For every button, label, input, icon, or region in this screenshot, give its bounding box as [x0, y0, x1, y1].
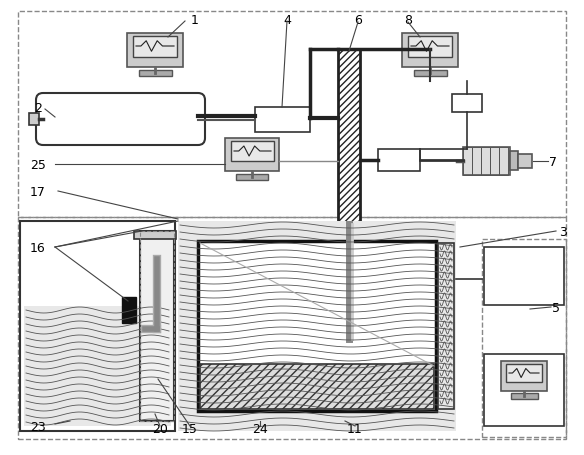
Bar	[24, 306, 171, 426]
Text: 16: 16	[30, 241, 46, 254]
Bar	[20, 222, 175, 431]
Bar	[18, 12, 566, 217]
Bar	[463, 148, 472, 176]
Bar	[338, 50, 360, 224]
Bar	[198, 242, 436, 411]
Bar	[255, 108, 310, 133]
Bar	[18, 217, 566, 439]
Text: 8: 8	[404, 14, 412, 26]
Bar	[29, 114, 39, 126]
Bar	[200, 364, 434, 409]
Bar	[134, 232, 176, 239]
Bar	[402, 34, 458, 68]
Bar	[133, 37, 177, 58]
Bar	[511, 393, 538, 399]
Bar	[490, 148, 499, 176]
Bar	[463, 148, 510, 176]
Text: 24: 24	[252, 423, 268, 435]
Text: 1: 1	[191, 14, 199, 26]
Text: 15: 15	[182, 423, 198, 435]
Bar	[139, 71, 172, 77]
Bar	[481, 148, 490, 176]
Bar	[236, 175, 268, 181]
Bar	[510, 152, 518, 171]
Bar	[438, 243, 454, 409]
Text: 25: 25	[30, 158, 46, 171]
Bar	[452, 95, 482, 113]
Text: 4: 4	[283, 14, 291, 26]
Text: 11: 11	[347, 423, 363, 435]
Bar	[140, 232, 174, 421]
Bar	[472, 148, 481, 176]
Bar	[506, 364, 542, 382]
Text: 23: 23	[30, 420, 46, 434]
Text: 2: 2	[34, 101, 42, 114]
Bar	[178, 222, 456, 431]
Bar	[140, 232, 174, 421]
FancyBboxPatch shape	[36, 94, 205, 146]
Text: 6: 6	[354, 14, 362, 26]
Text: 17: 17	[30, 185, 46, 198]
Bar	[127, 34, 183, 68]
Bar	[518, 155, 532, 169]
Text: 20: 20	[152, 423, 168, 435]
Bar	[231, 142, 274, 162]
Bar	[225, 139, 279, 172]
Text: 7: 7	[549, 155, 557, 168]
Text: 5: 5	[552, 301, 560, 314]
Bar	[484, 354, 564, 426]
Text: 3: 3	[559, 225, 567, 238]
Bar	[438, 243, 454, 409]
Bar	[499, 148, 508, 176]
Bar	[484, 248, 564, 305]
Bar	[414, 71, 447, 77]
Bar	[482, 239, 566, 437]
Bar	[408, 37, 452, 58]
Bar	[122, 298, 136, 324]
Bar	[501, 361, 547, 391]
Bar	[378, 150, 420, 172]
